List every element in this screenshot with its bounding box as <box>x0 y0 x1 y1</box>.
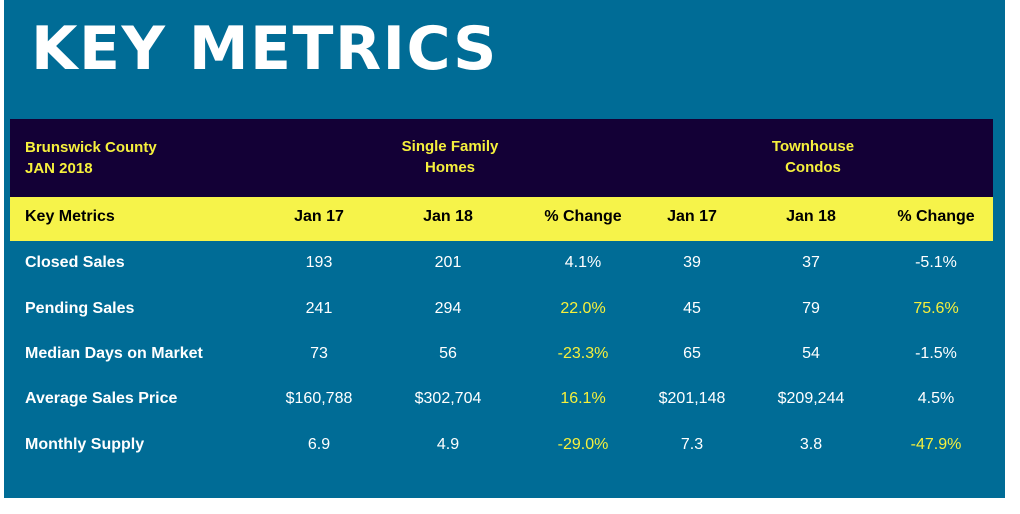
column-header-metric: Key Metrics <box>25 208 115 225</box>
table-cell: 54 <box>802 345 820 362</box>
table-cell-highlight: -47.9% <box>910 436 962 453</box>
table-cell: 6.9 <box>307 436 331 453</box>
table-cell: $160,788 <box>285 390 353 407</box>
table-group-header <box>10 119 993 197</box>
column-header-bar <box>10 197 993 241</box>
table-cell: 193 <box>305 254 333 271</box>
table-cell: $201,148 <box>658 390 726 407</box>
table-cell-highlight: 75.6% <box>913 300 959 317</box>
table-cell: 4.9 <box>436 436 460 453</box>
table-cell: -1.5% <box>915 345 957 362</box>
region-period: JAN 2018 <box>25 160 93 177</box>
column-header-jan17-sf: Jan 17 <box>294 208 344 225</box>
table-cell: 39 <box>683 254 701 271</box>
table-cell: $209,244 <box>777 390 845 407</box>
table-cell: 73 <box>310 345 328 362</box>
group-single-family-line1: Single Family <box>401 138 499 155</box>
row-label-average-price: Average Sales Price <box>25 390 178 407</box>
table-cell: -5.1% <box>915 254 957 271</box>
column-header-change-th: % Change <box>897 208 975 225</box>
table-cell-highlight: -29.0% <box>557 436 609 453</box>
group-single-family: Single Family Homes <box>350 136 550 178</box>
table-cell: 45 <box>683 300 701 317</box>
region-name: Brunswick County <box>25 139 157 156</box>
column-header-change-sf: % Change <box>544 208 622 225</box>
row-label-closed-sales: Closed Sales <box>25 254 125 271</box>
column-header-jan17-th: Jan 17 <box>667 208 717 225</box>
table-cell-highlight: -23.3% <box>557 345 609 362</box>
table-cell: 4.5% <box>917 390 955 407</box>
group-single-family-line2: Homes <box>424 159 476 176</box>
table-cell: 201 <box>434 254 462 271</box>
table-cell: 79 <box>802 300 820 317</box>
group-townhouse-line2: Condos <box>785 159 841 176</box>
column-header-jan18-th: Jan 18 <box>786 208 836 225</box>
table-cell-highlight: 22.0% <box>560 300 606 317</box>
table-cell: 65 <box>683 345 701 362</box>
row-label-monthly-supply: Monthly Supply <box>25 436 145 453</box>
table-cell: 7.3 <box>680 436 704 453</box>
metrics-panel <box>4 0 1005 498</box>
table-cell: 294 <box>434 300 462 317</box>
group-townhouse-line1: Townhouse <box>771 138 855 155</box>
page-title: KEY METRICS <box>31 14 498 84</box>
table-cell: 241 <box>305 300 333 317</box>
table-cell-highlight: 16.1% <box>560 390 606 407</box>
table-cell: $302,704 <box>414 390 482 407</box>
region-label: Brunswick County JAN 2018 <box>25 137 157 179</box>
table-cell: 3.8 <box>799 436 823 453</box>
table-cell: 4.1% <box>564 254 602 271</box>
table-cell: 37 <box>802 254 820 271</box>
group-townhouse: Townhouse Condos <box>713 136 913 178</box>
row-label-median-days: Median Days on Market <box>25 345 203 362</box>
table-cell: 56 <box>439 345 457 362</box>
column-header-jan18-sf: Jan 18 <box>423 208 473 225</box>
row-label-pending-sales: Pending Sales <box>25 300 135 317</box>
